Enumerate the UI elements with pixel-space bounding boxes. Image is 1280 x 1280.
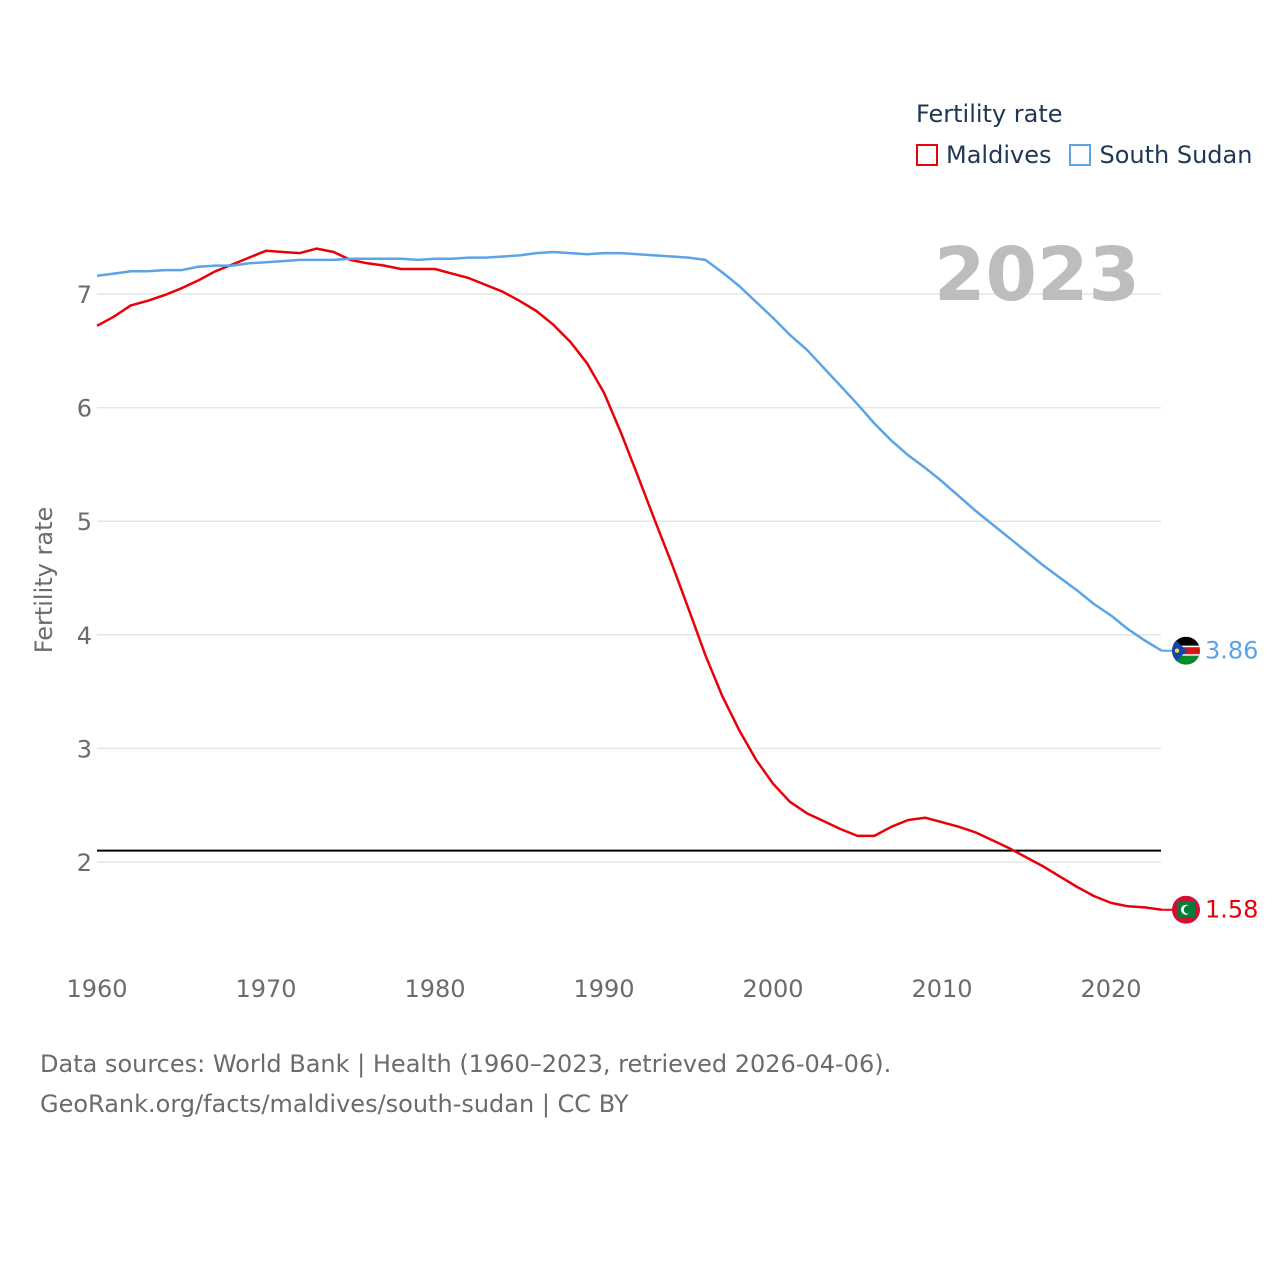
x-tick-label: 1970 bbox=[235, 975, 296, 1003]
legend-swatch-south-sudan bbox=[1069, 144, 1092, 166]
legend-item-maldives[interactable]: Maldives bbox=[916, 141, 1051, 169]
x-tick-label: 1990 bbox=[573, 975, 634, 1003]
series-lines bbox=[96, 247, 1163, 911]
x-tick-label: 2010 bbox=[911, 975, 972, 1003]
flag-icon-south-sudan bbox=[1172, 636, 1200, 665]
y-tick-label: 4 bbox=[77, 622, 92, 650]
gridlines bbox=[97, 293, 1161, 863]
y-tick-label: 7 bbox=[77, 281, 92, 309]
series-line-maldives[interactable] bbox=[96, 247, 1162, 911]
y-tick-label: 6 bbox=[77, 395, 92, 423]
x-tick-label: 1980 bbox=[404, 975, 465, 1003]
legend-label-maldives: Maldives bbox=[946, 141, 1052, 169]
end-markers: 1.58 3.86 bbox=[1161, 636, 1258, 924]
y-tick-labels: 2 3 4 5 6 7 bbox=[77, 281, 92, 877]
year-label: 2023 bbox=[934, 232, 1140, 318]
series-line-south-sudan[interactable] bbox=[96, 250, 1163, 652]
end-value-label-maldives: 1.58 bbox=[1205, 896, 1258, 924]
legend-swatch-maldives bbox=[916, 144, 938, 166]
end-value-label-south-sudan: 3.86 bbox=[1205, 637, 1258, 665]
footer-link[interactable]: GeoRank.org/facts/maldives/south-sudan |… bbox=[40, 1090, 629, 1118]
x-tick-label: 2020 bbox=[1080, 975, 1141, 1003]
flag-icon-maldives bbox=[1172, 895, 1200, 924]
x-tick-label: 2000 bbox=[742, 975, 803, 1003]
x-tick-label: 1960 bbox=[66, 975, 127, 1003]
legend-item-south-sudan[interactable]: South Sudan bbox=[1069, 141, 1252, 169]
y-tick-label: 3 bbox=[77, 735, 92, 763]
y-tick-label: 2 bbox=[77, 849, 92, 877]
legend-label-south-sudan: South Sudan bbox=[1099, 141, 1253, 169]
footer-sources: Data sources: World Bank | Health (1960–… bbox=[40, 1050, 892, 1078]
legend-title: Fertility rate bbox=[916, 100, 1063, 128]
footer: Data sources: World Bank | Health (1960–… bbox=[40, 1044, 891, 1124]
y-axis-label: Fertility rate bbox=[30, 507, 58, 654]
x-tick-labels: 1960 1970 1980 1990 2000 2010 2020 bbox=[66, 975, 1141, 1003]
legend: Maldives South Sudan bbox=[916, 141, 1270, 169]
y-tick-label: 5 bbox=[77, 508, 92, 536]
